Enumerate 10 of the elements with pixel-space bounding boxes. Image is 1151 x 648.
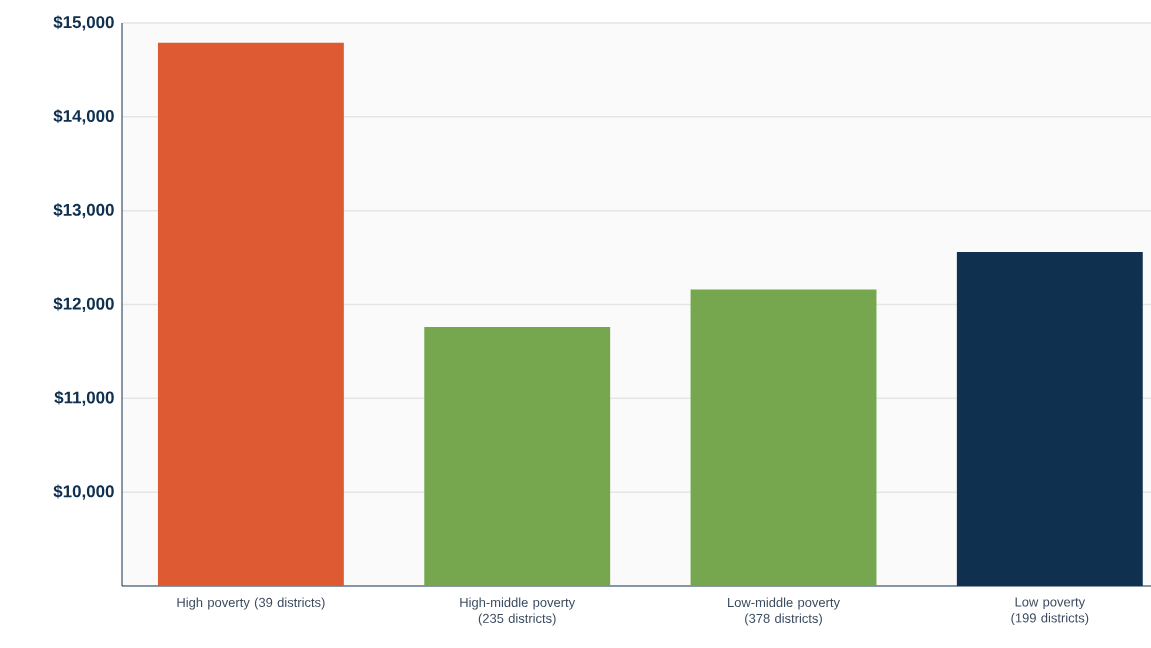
y-tick-label: $15,000: [53, 15, 114, 31]
y-tick-label: $13,000: [53, 203, 114, 219]
x-tick-label: High-middle poverty (235 districts): [460, 597, 576, 626]
x-tick-label: Low poverty (199 districts): [1011, 597, 1089, 626]
y-tick-label: $11,000: [54, 390, 114, 406]
y-tick-label: $14,000: [53, 109, 114, 125]
x-tick-label: Low-middle poverty (378 districts): [728, 597, 840, 626]
y-tick-label: $12,000: [53, 296, 114, 313]
y-tick-label: $10,000: [53, 484, 114, 500]
x-tick-label: High poverty (39 districts): [177, 597, 325, 610]
